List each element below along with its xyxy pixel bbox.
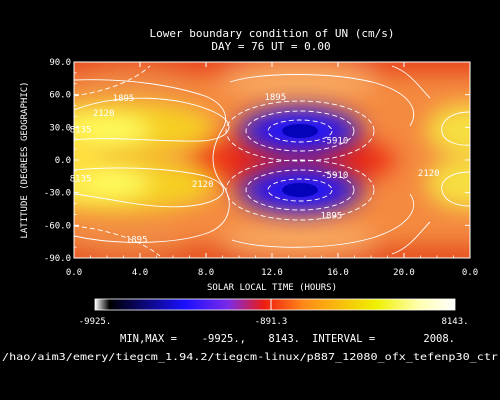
interval-label: INTERVAL = bbox=[312, 333, 375, 345]
y-axis: -90.0 -60.0 -30.0 0.0 30.0 60.0 90.0 bbox=[44, 58, 470, 264]
contour-label: 1895 bbox=[321, 212, 343, 222]
x-tick-label: 16.0 bbox=[327, 268, 349, 278]
minmax-label: MIN,MAX = bbox=[120, 333, 177, 345]
colorbar-min-label: -9925. bbox=[79, 317, 112, 327]
contour-label: 8135 bbox=[70, 175, 92, 185]
file-path: /hao/aim3/emery/tiegcm_1.94.2/tiegcm-lin… bbox=[2, 352, 498, 363]
x-axis-label: SOLAR LOCAL TIME (HOURS) bbox=[207, 283, 337, 293]
chart-subtitle: DAY = 76 UT = 0.00 bbox=[211, 40, 330, 53]
y-tick-label: 90.0 bbox=[49, 58, 71, 68]
contour-label: -5910 bbox=[321, 136, 348, 146]
x-tick-label: 0.0 bbox=[462, 268, 478, 278]
y-tick-label: 30.0 bbox=[49, 123, 71, 133]
contour-label: 1895 bbox=[264, 93, 286, 103]
contour-labels: 1895212081358135212018951895-5910-591018… bbox=[70, 93, 440, 246]
contour-label: 2120 bbox=[418, 169, 440, 179]
colorbar-mid-label: -891.3 bbox=[255, 317, 288, 327]
contour-label: 2120 bbox=[93, 109, 115, 119]
colorbar-max-label: 8143. bbox=[441, 317, 468, 327]
contour-label: -5910 bbox=[321, 171, 348, 181]
x-tick-label: 20.0 bbox=[393, 268, 415, 278]
y-tick-label: 0.0 bbox=[55, 156, 71, 166]
x-tick-label: 4.0 bbox=[132, 268, 148, 278]
contour-label: 2120 bbox=[192, 180, 214, 190]
heatmap-field bbox=[74, 62, 470, 258]
min-value: -9925., bbox=[202, 333, 246, 345]
contour-label: 8135 bbox=[70, 126, 92, 136]
x-tick-label: 0.0 bbox=[66, 268, 82, 278]
x-tick-label: 12.0 bbox=[261, 268, 283, 278]
contour-label: 1895 bbox=[113, 94, 135, 104]
x-axis: 0.0 4.0 8.0 12.0 16.0 20.0 0.0 bbox=[66, 62, 478, 278]
y-tick-label: -90.0 bbox=[44, 254, 71, 264]
x-tick-label: 8.0 bbox=[198, 268, 214, 278]
y-tick-label: 60.0 bbox=[49, 91, 71, 101]
contour-label: 1895 bbox=[126, 235, 148, 245]
y-tick-label: -60.0 bbox=[44, 221, 71, 231]
max-value: 8143. bbox=[268, 333, 300, 345]
colorbar-ramp bbox=[94, 298, 456, 311]
chart-title: Lower boundary condition of UN (cm/s) bbox=[149, 27, 394, 40]
y-axis-label: LATITUDE (DEGREES GEOGRAPHIC) bbox=[20, 81, 30, 238]
interval-value: 2008. bbox=[423, 333, 455, 345]
colorbar: -9925. -891.3 8143. bbox=[79, 298, 469, 327]
y-tick-label: -30.0 bbox=[44, 189, 71, 199]
